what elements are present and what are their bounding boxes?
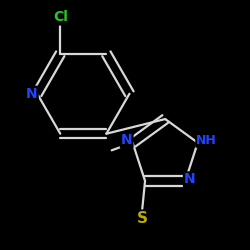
Text: N: N xyxy=(184,172,196,186)
Text: N: N xyxy=(26,87,38,101)
Text: Cl: Cl xyxy=(53,10,68,24)
Text: N: N xyxy=(121,133,132,147)
Text: NH: NH xyxy=(196,134,217,147)
Text: S: S xyxy=(136,211,147,226)
